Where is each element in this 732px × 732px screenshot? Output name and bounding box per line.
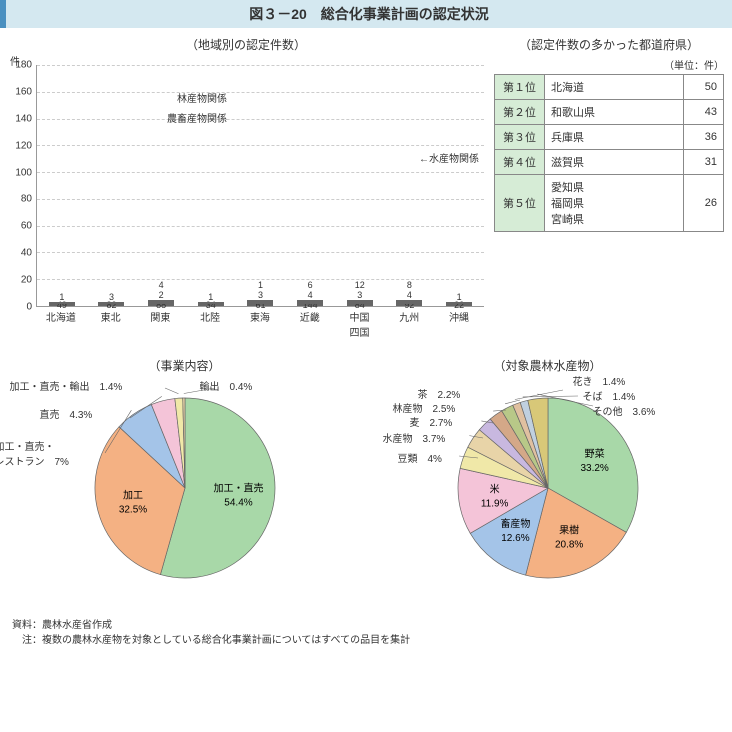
- footnote-line: 資料：農林水産省作成: [12, 618, 720, 633]
- bar-group: 84123: [347, 300, 373, 306]
- bar-group: 8842: [148, 300, 174, 306]
- bar-group: 823: [98, 302, 124, 306]
- x-label: 関東: [145, 309, 175, 339]
- legend-forest: 林産物関係: [177, 90, 227, 105]
- legend-agri: 農畜産物関係: [167, 110, 227, 125]
- bar-group: 9284: [396, 300, 422, 306]
- slice-label-ext: 麦 2.7%: [410, 414, 453, 429]
- top-label: 13: [247, 280, 273, 300]
- top-label: 42: [148, 280, 174, 300]
- x-label: 北陸: [195, 309, 225, 339]
- y-tick: 120: [15, 140, 32, 151]
- slice-label-ext: 茶 2.2%: [418, 386, 461, 401]
- x-label: 東北: [96, 309, 126, 339]
- top-label: 123: [347, 280, 373, 300]
- bar-group: 6113: [247, 300, 273, 306]
- slice-pct: 11.9%: [480, 498, 508, 509]
- slice-label-ext: 加工・直売・レストラン 7%: [0, 438, 69, 468]
- count-cell: 50: [684, 75, 724, 100]
- slice-label: 野菜: [584, 448, 604, 460]
- top-label: 84: [396, 280, 422, 300]
- top-label: 1: [446, 292, 472, 302]
- rank-cell: 第３位: [495, 125, 545, 150]
- bar-group: 491: [49, 302, 75, 306]
- slice-label-ext: 輸出 0.4%: [200, 378, 253, 393]
- rank-unit: （単位：件）: [494, 57, 724, 72]
- slice-label-ext: 花き 1.4%: [573, 373, 626, 388]
- bar-chart-region: （地域別の認定件数） 件0204060801001201401601804918…: [8, 36, 484, 337]
- pie-svg: 加工・直売 54.4% 加工 32.5%: [75, 378, 295, 598]
- y-tick: 100: [15, 167, 32, 178]
- slice-label-ext: 水産物 3.7%: [383, 430, 446, 445]
- rank-cell: 第５位: [495, 175, 545, 232]
- count-cell: 43: [684, 100, 724, 125]
- x-label: 中国四国: [344, 309, 374, 339]
- pie1-region: （事業内容） 加工・直売54.4%加工32.5%加工・直売・レストラン 7%直売…: [8, 357, 361, 598]
- x-label: 九州: [394, 309, 424, 339]
- slice-label: 米: [489, 482, 499, 495]
- rank-cell: 第４位: [495, 150, 545, 175]
- slice-label: 果樹: [559, 524, 579, 537]
- rank-title: （認定件数の多かった都道府県）: [494, 36, 724, 53]
- slice-label-ext: 直売 4.3%: [40, 406, 93, 421]
- slice-pct: 20.8%: [554, 540, 582, 551]
- x-label: 近畿: [295, 309, 325, 339]
- bar-group: 221: [446, 302, 472, 306]
- y-tick: 140: [15, 113, 32, 124]
- bar-group: 341: [198, 302, 224, 306]
- rank-table-region: （認定件数の多かった都道府県） （単位：件） 第１位北海道50 第２位和歌山県43…: [494, 36, 724, 337]
- pie2-title: （対象農林水産物）: [371, 357, 724, 374]
- x-label: 沖縄: [444, 309, 474, 339]
- slice-label-ext: 加工・直売・輸出 1.4%: [10, 378, 123, 393]
- pie2-region: （対象農林水産物） 野菜 33.2% 果樹 20.8% 畜産物 12.6% 米 11.9% 豆類…: [371, 357, 724, 598]
- y-tick: 40: [21, 248, 32, 259]
- rank-table: 第１位北海道50 第２位和歌山県43 第３位兵庫県36 第４位滋賀県31 第５位愛知県福…: [494, 74, 724, 232]
- pref-cell: 兵庫県: [545, 125, 684, 150]
- y-tick: 20: [21, 275, 32, 286]
- pie1-title: （事業内容）: [8, 357, 361, 374]
- rank-cell: 第２位: [495, 100, 545, 125]
- top-label: 64: [297, 280, 323, 300]
- slice-pct: 33.2%: [580, 463, 608, 474]
- top-label: 1: [49, 292, 75, 302]
- pref-cell: 和歌山県: [545, 100, 684, 125]
- slice-label-ext: 豆類 4%: [398, 450, 442, 465]
- page-title: 図３－20 総合化事業計画の認定状況: [0, 0, 732, 28]
- count-cell: 26: [684, 175, 724, 232]
- count-cell: 36: [684, 125, 724, 150]
- bar-group: 14464: [297, 300, 323, 306]
- x-label: 東海: [245, 309, 275, 339]
- pref-cell: 北海道: [545, 75, 684, 100]
- y-tick: 180: [15, 60, 32, 71]
- legend-marine: ←水産物関係: [419, 150, 479, 165]
- x-label: 北海道: [46, 309, 76, 339]
- slice-label: 加工: [123, 490, 143, 502]
- y-tick: 0: [26, 302, 32, 313]
- pref-cell: 愛知県福岡県宮崎県: [545, 175, 684, 232]
- slice-pct: 54.4%: [224, 497, 252, 508]
- footnotes: 資料：農林水産省作成 注：複数の農林水産物を対象としている総合化事業計画について…: [0, 608, 732, 658]
- slice-label: 加工・直売: [213, 481, 263, 494]
- slice-pct: 12.6%: [501, 533, 529, 544]
- slice-label-ext: その他 3.6%: [593, 403, 656, 418]
- slice-label: 畜産物: [500, 517, 530, 530]
- y-tick: 160: [15, 86, 32, 97]
- bar-subtitle: （地域別の認定件数）: [8, 36, 484, 53]
- top-label: 1: [198, 292, 224, 302]
- slice-pct: 32.5%: [118, 505, 146, 516]
- y-tick: 60: [21, 221, 32, 232]
- rank-cell: 第１位: [495, 75, 545, 100]
- slice-label-ext: そば 1.4%: [583, 388, 636, 403]
- count-cell: 31: [684, 150, 724, 175]
- slice-label-ext: 林産物 2.5%: [393, 400, 456, 415]
- pref-cell: 滋賀県: [545, 150, 684, 175]
- top-label: 3: [98, 292, 124, 302]
- y-tick: 80: [21, 194, 32, 205]
- footnote-line: 注：複数の農林水産物を対象としている総合化事業計画についてはすべての品目を集計: [12, 633, 720, 648]
